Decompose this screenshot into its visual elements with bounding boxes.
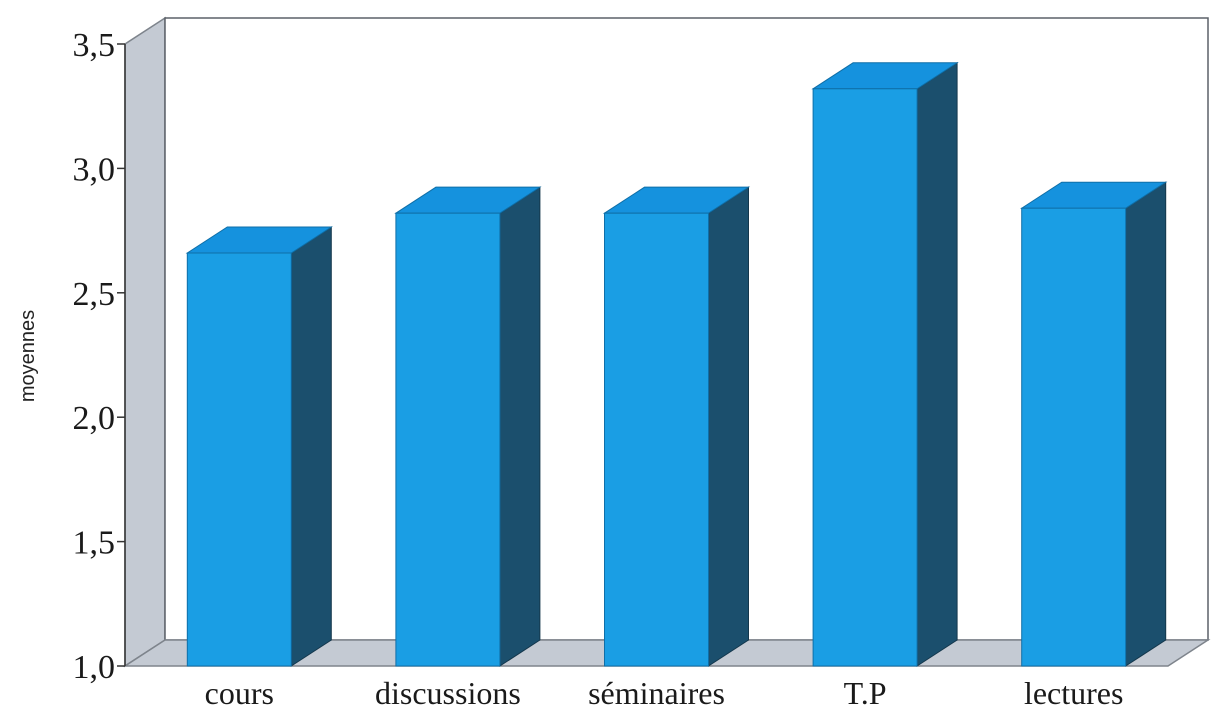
bar-front (1021, 207, 1127, 667)
y-tick-label: 1,5 (73, 525, 116, 562)
bar-side (499, 186, 541, 667)
bar-front (186, 252, 292, 667)
bar-side (916, 61, 958, 667)
y-axis-title: moyennes (17, 310, 39, 402)
bars (185, 61, 1168, 667)
y-tick-label: 2,5 (73, 276, 116, 313)
x-tick-label: discussions (375, 675, 521, 711)
y-tick-label: 1,0 (73, 649, 116, 686)
bar (1020, 181, 1168, 667)
bar (185, 226, 333, 667)
y-tick-label: 3,0 (73, 151, 116, 188)
bar-front (604, 212, 709, 667)
x-tick-label: cours (205, 675, 274, 711)
bar-front (395, 212, 501, 667)
y-tick-label: 2,0 (73, 400, 116, 437)
bar (394, 186, 542, 667)
bar (811, 61, 959, 667)
bar (602, 186, 751, 667)
bar-side (290, 226, 332, 667)
x-tick-label: T.P (844, 675, 887, 711)
x-tick-label: lectures (1024, 675, 1124, 711)
x-axis: cours discussions séminaires T.P lectures (205, 675, 1124, 711)
left-wall (124, 16, 166, 668)
bar-front (812, 88, 918, 667)
x-tick-label: séminaires (588, 675, 725, 711)
bar-side (1125, 181, 1167, 667)
bar-side (708, 186, 749, 667)
y-tick-label: 3,5 (73, 27, 116, 64)
y-axis: 1,0 1,5 2,0 2,5 3,0 3,5 (73, 27, 126, 686)
